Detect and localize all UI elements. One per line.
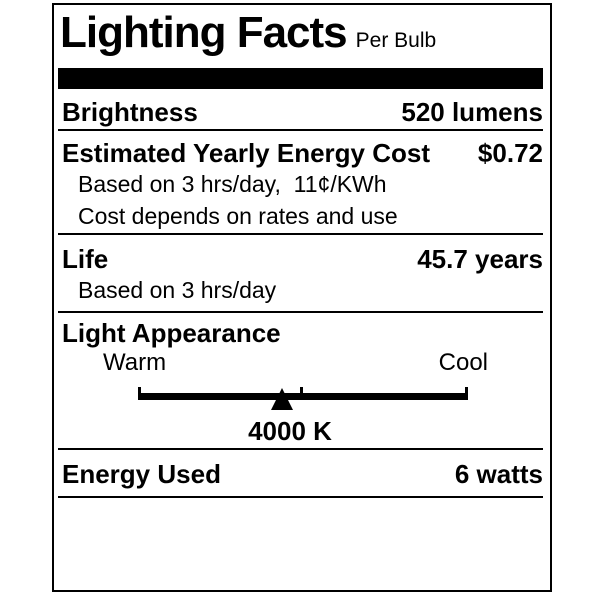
energy-cost-note-basis: Based on 3 hrs/day, 11¢/KWh bbox=[78, 171, 387, 197]
brightness-value: 520 lumens bbox=[401, 97, 543, 127]
energy-cost-row: Estimated Yearly Energy Cost $0.72 bbox=[58, 138, 543, 168]
brightness-label: Brightness bbox=[62, 97, 198, 127]
label-title: Lighting Facts bbox=[60, 8, 348, 57]
energy-used-value: 6 watts bbox=[454, 459, 543, 489]
light-appearance-section: Light Appearance Warm Cool 4000 K bbox=[58, 313, 543, 450]
light-appearance-label: Light Appearance bbox=[62, 318, 281, 348]
energy-used-row: Energy Used 6 watts bbox=[58, 459, 543, 489]
light-appearance-row: Light Appearance bbox=[58, 318, 543, 348]
life-value: 45.7 years bbox=[417, 244, 543, 274]
header-divider-bar bbox=[58, 68, 543, 89]
energy-used-section: Energy Used 6 watts bbox=[58, 450, 543, 498]
life-label: Life bbox=[62, 244, 109, 274]
lighting-facts-label: Lighting Facts Per Bulb Brightness 520 l… bbox=[52, 3, 552, 592]
life-section: Life 45.7 years Based on 3 hrs/day bbox=[58, 235, 543, 313]
cool-label: Cool bbox=[438, 349, 488, 376]
per-bulb-label: Per Bulb bbox=[355, 29, 437, 52]
warm-cool-row: Warm Cool bbox=[58, 348, 543, 378]
life-note-basis: Based on 3 hrs/day bbox=[78, 277, 277, 303]
energy-cost-section: Estimated Yearly Energy Cost $0.72 Based… bbox=[58, 131, 543, 235]
energy-cost-value: $0.72 bbox=[477, 138, 543, 168]
energy-used-label: Energy Used bbox=[62, 459, 221, 489]
triangle-marker-icon bbox=[271, 388, 293, 410]
life-row: Life 45.7 years bbox=[58, 244, 543, 274]
energy-cost-note-disclaimer: Cost depends on rates and use bbox=[78, 203, 398, 229]
scale-bar bbox=[138, 393, 468, 400]
energy-cost-label: Estimated Yearly Energy Cost bbox=[62, 138, 431, 168]
kelvin-value: 4000 K bbox=[248, 416, 332, 446]
color-temperature-scale: 4000 K bbox=[58, 378, 543, 446]
brightness-row: Brightness 520 lumens bbox=[58, 97, 543, 127]
label-header: Lighting Facts Per Bulb bbox=[60, 8, 544, 58]
warm-label: Warm bbox=[103, 349, 167, 376]
brightness-section: Brightness 520 lumens bbox=[58, 89, 543, 131]
